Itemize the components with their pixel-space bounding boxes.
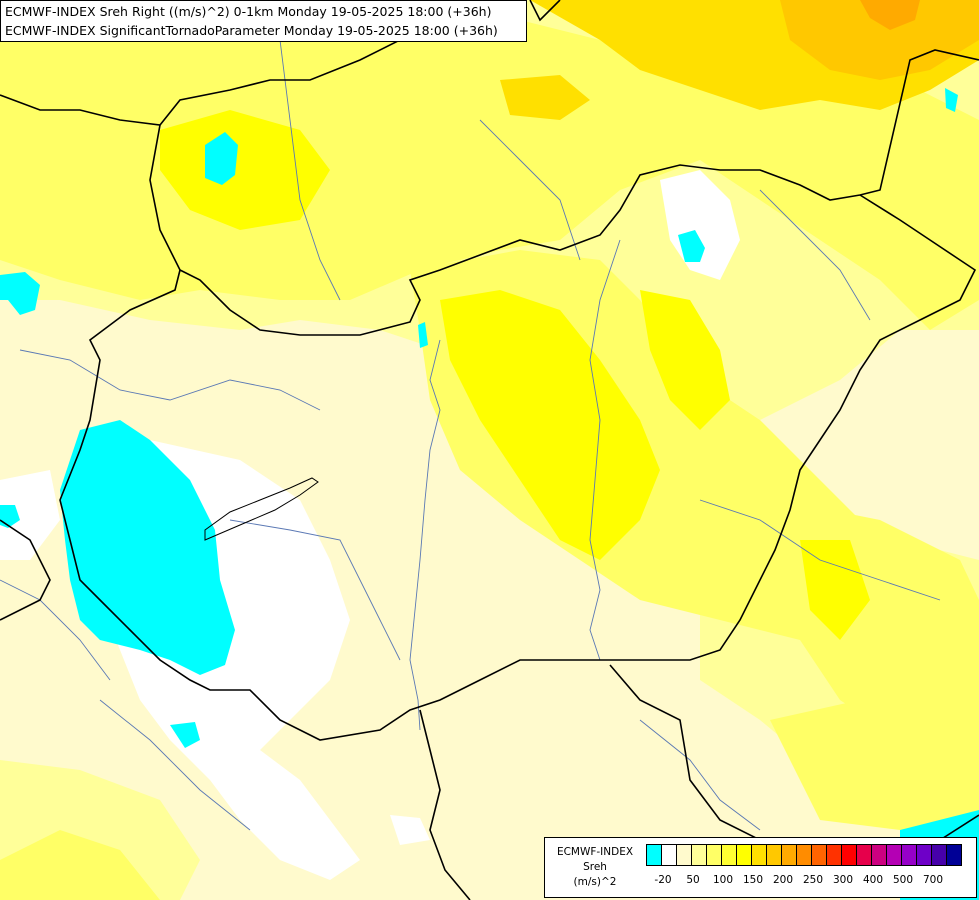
legend-swatch-3	[691, 844, 707, 866]
legend-swatch-5	[721, 844, 737, 866]
legend-tick-0: -20	[654, 874, 672, 886]
legend-swatch-6	[736, 844, 752, 866]
rivers	[0, 39, 941, 831]
color-legend: ECMWF-INDEX Sreh (m/s)^2 -20 50 100 150 200 2…	[544, 837, 977, 898]
legend-tick-4: 200	[772, 874, 794, 886]
legend-swatch-7	[751, 844, 767, 866]
legend-swatch-18	[916, 844, 932, 866]
legend-swatch-9	[781, 844, 797, 866]
legend-tick-8: 500	[892, 874, 914, 886]
legend-label-unit: (m/s)^2	[573, 876, 617, 888]
lake-outline	[204, 477, 319, 541]
legend-ticks: -20 50 100 150 200 250 300 400 500 700	[646, 874, 976, 890]
legend-swatch-12	[826, 844, 842, 866]
legend-swatch-20	[946, 844, 962, 866]
legend-swatch-13	[841, 844, 857, 866]
legend-swatch-1	[661, 844, 677, 866]
legend-tick-1: 50	[686, 874, 700, 886]
legend-swatch-10	[796, 844, 812, 866]
legend-swatch-17	[901, 844, 917, 866]
map-title-box: ECMWF-INDEX Sreh Right ((m/s)^2) 0-1km M…	[0, 0, 527, 42]
legend-swatch-19	[931, 844, 947, 866]
legend-label: ECMWF-INDEX Sreh (m/s)^2	[547, 845, 643, 890]
legend-swatch-8	[766, 844, 782, 866]
legend-swatch-4	[706, 844, 722, 866]
legend-swatches	[646, 844, 962, 866]
field-yellow	[160, 110, 870, 640]
legend-tick-7: 400	[862, 874, 884, 886]
legend-swatch-14	[856, 844, 872, 866]
legend-tick-9: 700	[922, 874, 944, 886]
legend-tick-6: 300	[832, 874, 854, 886]
field-orange	[860, 0, 920, 30]
legend-label-variable: Sreh	[583, 861, 607, 873]
legend-tick-5: 250	[802, 874, 824, 886]
field-orange-light	[780, 0, 979, 80]
legend-swatch-11	[811, 844, 827, 866]
map-title-line-1: ECMWF-INDEX Sreh Right ((m/s)^2) 0-1km M…	[5, 4, 492, 19]
legend-tick-2: 100	[712, 874, 734, 886]
legend-swatch-16	[886, 844, 902, 866]
legend-label-source: ECMWF-INDEX	[556, 846, 634, 858]
legend-swatch-15	[871, 844, 887, 866]
map-title-line-2: ECMWF-INDEX SignificantTornadoParameter …	[5, 23, 498, 38]
legend-tick-3: 150	[742, 874, 764, 886]
legend-swatch-2	[676, 844, 692, 866]
legend-swatch-0	[646, 844, 662, 866]
